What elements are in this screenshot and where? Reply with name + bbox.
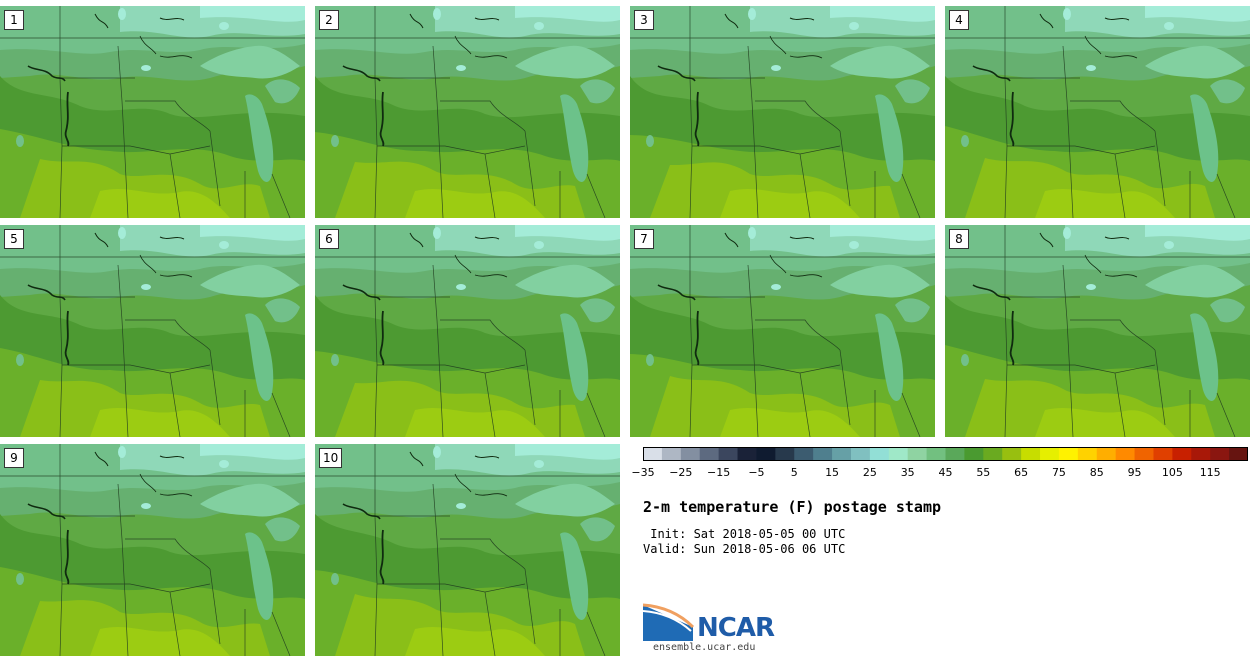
temperature-map bbox=[0, 6, 305, 218]
colorbar-tick-label: −15 bbox=[707, 466, 731, 479]
temperature-map bbox=[0, 225, 305, 437]
map-panel-6: 6 bbox=[315, 225, 620, 437]
colorbar-segment bbox=[1096, 447, 1117, 461]
init-time: Init: Sat 2018-05-05 00 UTC bbox=[643, 527, 846, 541]
colorbar-tick-label: 35 bbox=[900, 466, 915, 479]
colorbar-tick-label: 85 bbox=[1089, 466, 1104, 479]
colorbar-segment bbox=[775, 447, 795, 461]
colorbar-segment bbox=[869, 447, 890, 461]
colorbar-segment bbox=[699, 447, 720, 461]
ncar-logo-icon bbox=[643, 603, 695, 641]
map-panel-10: 10 bbox=[315, 444, 620, 656]
colorbar-segment bbox=[643, 447, 663, 461]
colorbar-segment bbox=[983, 447, 1003, 461]
colorbar-segment bbox=[1040, 447, 1060, 461]
colorbar-tick-label: 45 bbox=[938, 466, 953, 479]
temperature-map bbox=[630, 225, 935, 437]
panel-label: 5 bbox=[4, 229, 24, 249]
panel-label: 7 bbox=[634, 229, 654, 249]
colorbar-tick-label: 25 bbox=[862, 466, 877, 479]
colorbar-segment bbox=[1021, 447, 1041, 461]
map-panel-1: 1 bbox=[0, 6, 305, 218]
colorbar-segment bbox=[1134, 447, 1154, 461]
colorbar-segment bbox=[661, 447, 682, 461]
temperature-colorbar bbox=[643, 447, 1248, 461]
colorbar-segment bbox=[832, 447, 852, 461]
colorbar-segment bbox=[794, 447, 814, 461]
ensemble-url: ensemble.ucar.edu bbox=[653, 642, 756, 653]
colorbar-segment bbox=[964, 447, 984, 461]
temperature-map bbox=[945, 225, 1250, 437]
colorbar-segment bbox=[1172, 447, 1192, 461]
map-panel-7: 7 bbox=[630, 225, 935, 437]
colorbar-tick-label: −25 bbox=[669, 466, 693, 479]
colorbar-segment bbox=[926, 447, 946, 461]
panel-label: 9 bbox=[4, 448, 24, 468]
colorbar-tick-label: 115 bbox=[1199, 466, 1221, 479]
colorbar-tick-label: 105 bbox=[1161, 466, 1183, 479]
colorbar-tick-label: 15 bbox=[825, 466, 840, 479]
map-panel-2: 2 bbox=[315, 6, 620, 218]
colorbar-tick-label: 75 bbox=[1051, 466, 1066, 479]
map-panel-9: 9 bbox=[0, 444, 305, 656]
colorbar-segment bbox=[1115, 447, 1136, 461]
colorbar-segment bbox=[680, 447, 701, 461]
map-panel-5: 5 bbox=[0, 225, 305, 437]
map-panel-3: 3 bbox=[630, 6, 935, 218]
temperature-map bbox=[630, 6, 935, 218]
colorbar-tick-label: −35 bbox=[631, 466, 655, 479]
colorbar-segment bbox=[850, 447, 871, 461]
colorbar-segment bbox=[1058, 447, 1079, 461]
colorbar-tick-label: −5 bbox=[748, 466, 765, 479]
colorbar-segment bbox=[1153, 447, 1173, 461]
temperature-map bbox=[0, 444, 305, 656]
chart-title: 2-m temperature (F) postage stamp bbox=[643, 498, 942, 516]
colorbar-segment bbox=[718, 447, 739, 461]
colorbar-segment bbox=[1210, 447, 1230, 461]
temperature-map bbox=[315, 6, 620, 218]
temperature-map bbox=[315, 225, 620, 437]
map-panel-4: 4 bbox=[945, 6, 1250, 218]
colorbar-segment bbox=[756, 447, 776, 461]
colorbar-segment bbox=[945, 447, 965, 461]
colorbar-segment bbox=[737, 447, 757, 461]
colorbar-tick-label: 5 bbox=[790, 466, 798, 479]
colorbar-segment bbox=[1191, 447, 1211, 461]
colorbar-tick-label: 55 bbox=[976, 466, 991, 479]
map-panel-8: 8 bbox=[945, 225, 1250, 437]
colorbar-tick-label: 65 bbox=[1014, 466, 1029, 479]
panel-label: 6 bbox=[319, 229, 339, 249]
valid-time: Valid: Sun 2018-05-06 06 UTC bbox=[643, 542, 846, 556]
panel-label: 2 bbox=[319, 10, 339, 30]
colorbar-segment bbox=[1229, 447, 1248, 461]
panel-label: 4 bbox=[949, 10, 969, 30]
colorbar-segment bbox=[907, 447, 928, 461]
ncar-logo-text: NCAR bbox=[697, 613, 775, 643]
panel-label: 3 bbox=[634, 10, 654, 30]
colorbar-segment bbox=[1002, 447, 1022, 461]
panel-label: 8 bbox=[949, 229, 969, 249]
colorbar-tick-label: 95 bbox=[1127, 466, 1142, 479]
colorbar-segment bbox=[888, 447, 909, 461]
panel-label: 1 bbox=[4, 10, 24, 30]
panel-label: 10 bbox=[319, 448, 343, 468]
colorbar-segment bbox=[813, 447, 833, 461]
colorbar-ticks: −35 −25 −15 −5 5 15 25 35 45 55 65 75 85 95 105 115 bbox=[631, 466, 1258, 482]
colorbar-segment bbox=[1077, 447, 1098, 461]
temperature-map bbox=[945, 6, 1250, 218]
temperature-map bbox=[315, 444, 620, 656]
